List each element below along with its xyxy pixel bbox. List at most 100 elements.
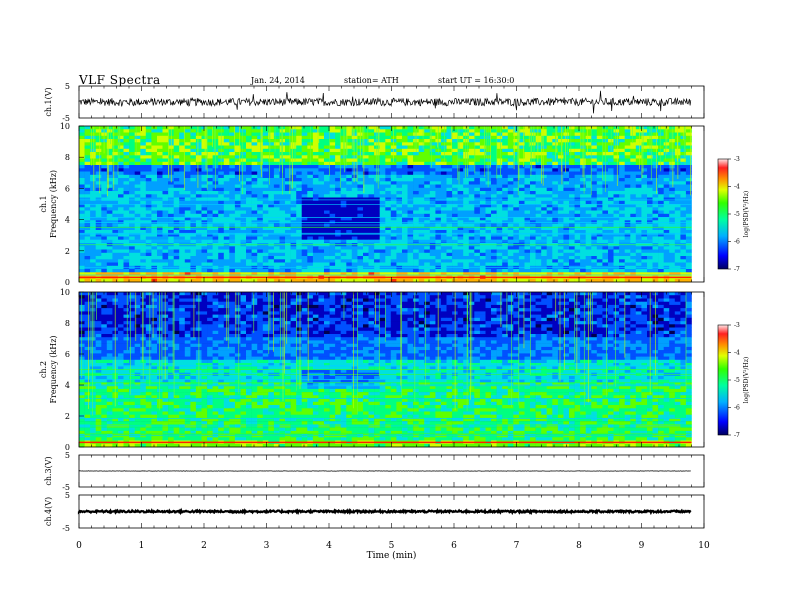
ch1-spectrogram-cell bbox=[491, 191, 497, 195]
ch1-spectrogram-cell bbox=[106, 230, 113, 234]
ch1-spectrogram-cell bbox=[463, 233, 470, 237]
ch1-spectrogram-cell bbox=[552, 184, 559, 188]
ch1-spectrogram-cell bbox=[134, 135, 141, 140]
ch1-spectrogram-cell bbox=[552, 249, 559, 253]
ch1-spectrogram-cell bbox=[557, 174, 564, 179]
ch1-spectrogram-cell bbox=[212, 230, 219, 234]
ch1-spectrogram-cell bbox=[479, 168, 486, 172]
ch1-spectrogram-cell bbox=[468, 204, 475, 208]
ch1-spectrogram-cell bbox=[446, 129, 453, 133]
ch1-spectrogram-cell bbox=[413, 194, 419, 198]
ch1-spectrogram-cell bbox=[530, 171, 536, 175]
ch1-spectrogram-cell bbox=[630, 210, 637, 214]
ch1-spectrogram-cell bbox=[351, 236, 358, 240]
ch1-spectrogram-cell bbox=[229, 132, 236, 136]
ch1-spectrogram-cell bbox=[223, 252, 230, 257]
ch1-spectrogram-cell bbox=[201, 236, 208, 240]
ch1-spectrogram-cell bbox=[363, 126, 369, 130]
ch1-spectrogram-cell bbox=[162, 197, 169, 201]
ch1-spectrogram-cell bbox=[396, 230, 403, 234]
ch1-spectrogram-cell bbox=[507, 191, 514, 195]
ch1-spectrogram-cell bbox=[151, 165, 158, 169]
ch1-spectrogram-cell bbox=[229, 139, 236, 143]
ch1-spectrogram-cell bbox=[468, 194, 475, 198]
ch1-spectrogram-cell bbox=[368, 178, 375, 182]
ch1-spectrogram-cell bbox=[440, 204, 447, 208]
ch1-spectrogram-cell bbox=[585, 187, 592, 192]
ch1-spectrogram-cell bbox=[574, 155, 581, 159]
ch1-spectrogram-cell bbox=[407, 135, 414, 140]
ch1-spectrogram-cell bbox=[179, 129, 186, 133]
ch1-spectrogram-cell bbox=[112, 135, 119, 140]
ch1-spectrogram-cell bbox=[201, 152, 208, 156]
ch1-spectrogram-cell bbox=[285, 256, 291, 260]
ch1-spectrogram-cell bbox=[557, 249, 564, 253]
ch1-spectrogram-cell bbox=[240, 178, 247, 182]
ch1-spectrogram-cell bbox=[624, 246, 631, 250]
ch1-spectrogram-cell bbox=[346, 145, 353, 149]
ch1-spectrogram-cell bbox=[251, 161, 258, 166]
ch1-spectrogram-cell bbox=[162, 145, 169, 149]
ch1-spectrogram-cell bbox=[162, 259, 169, 263]
ch1-spectrogram-cell bbox=[574, 252, 581, 257]
ch1-spectrogram-cell bbox=[424, 226, 431, 231]
ch1-spectrogram-cell bbox=[652, 236, 659, 240]
ch1-spectrogram-cell bbox=[195, 197, 202, 201]
ch1-spectrogram-cell bbox=[530, 213, 536, 218]
ch1-spectrogram-cell bbox=[318, 158, 325, 162]
ch1-spectrogram-cell bbox=[647, 246, 653, 250]
ch1-spectrogram-cell bbox=[491, 210, 497, 214]
ch1-spectrogram-cell bbox=[518, 174, 525, 179]
ch1-spectrogram-cell bbox=[190, 204, 197, 208]
ch1-spectrogram-cell bbox=[168, 187, 174, 192]
ch1-spectrogram-cell bbox=[307, 217, 314, 221]
ch1-spectrogram-cell bbox=[296, 230, 303, 234]
ch1-spectrogram-cell bbox=[591, 220, 598, 224]
ch1-spectrogram-cell bbox=[301, 194, 308, 198]
ch1-spectrogram-cell bbox=[285, 236, 291, 240]
ch1-spectrogram-cell bbox=[296, 226, 303, 231]
ch1-spectrogram-cell bbox=[535, 161, 542, 166]
ch1-spectrogram-cell bbox=[619, 171, 625, 175]
ch1-spectrogram-cell bbox=[207, 135, 213, 140]
ch1-spectrogram-cell bbox=[630, 230, 637, 234]
ch1-spectrogram-cell bbox=[179, 139, 186, 143]
ch1-spectrogram-cell bbox=[179, 220, 186, 224]
ch1-spectrogram-cell bbox=[630, 194, 637, 198]
ch1-spectrogram-cell bbox=[491, 145, 497, 149]
ch1-spectrogram-cell bbox=[112, 129, 119, 133]
ch1-spectrogram-cell bbox=[363, 246, 369, 250]
ch1-spectrogram-cell bbox=[479, 184, 486, 188]
ch1-spectrogram-cell bbox=[502, 249, 509, 253]
ch1-spectrogram-cell bbox=[251, 217, 258, 221]
ch1-spectrogram-cell bbox=[552, 171, 559, 175]
ch1-spectrogram-cell bbox=[685, 181, 692, 185]
ch1-spectrogram-cell bbox=[569, 178, 575, 182]
ch1-spectrogram-cell bbox=[195, 135, 202, 140]
ch1-spectrogram-cell bbox=[290, 148, 297, 153]
ch1-spectrogram-cell bbox=[624, 129, 631, 133]
ch1-spectrogram-cell bbox=[463, 262, 470, 266]
ch1-spectrogram-cell bbox=[574, 174, 581, 179]
ch1-spectrogram-cell bbox=[624, 207, 631, 211]
ch1-spectrogram-cell bbox=[685, 230, 692, 234]
ch1-spectrogram-cell bbox=[140, 165, 147, 169]
ch1-spectrogram-cell bbox=[346, 139, 353, 143]
ch1-spectrogram-cell bbox=[285, 184, 291, 188]
ch1-spectrogram-cell bbox=[240, 155, 247, 159]
ch1-spectrogram-cell bbox=[246, 184, 252, 188]
ch1-spectrogram-cell bbox=[502, 158, 509, 162]
ch1-spectrogram-cell bbox=[396, 249, 403, 253]
ch1-spectrogram-cell bbox=[363, 171, 369, 175]
ch1-spectrogram-cell bbox=[318, 181, 325, 185]
ch1-spectrogram-cell bbox=[173, 165, 180, 169]
ch1-spectrogram-cell bbox=[502, 178, 509, 182]
ch1-spectrogram-cell bbox=[424, 152, 431, 156]
ch1-spectrogram-cell bbox=[596, 171, 603, 175]
ch1-spectrogram-cell bbox=[101, 249, 108, 253]
ch1-spectrogram-cell bbox=[234, 158, 241, 162]
ch1-spectrogram-cell bbox=[335, 217, 341, 221]
ch1-spectrogram-cell bbox=[608, 184, 614, 188]
ch1-spectrogram-cell bbox=[118, 139, 124, 143]
ch1-spectrogram-cell bbox=[262, 155, 269, 159]
